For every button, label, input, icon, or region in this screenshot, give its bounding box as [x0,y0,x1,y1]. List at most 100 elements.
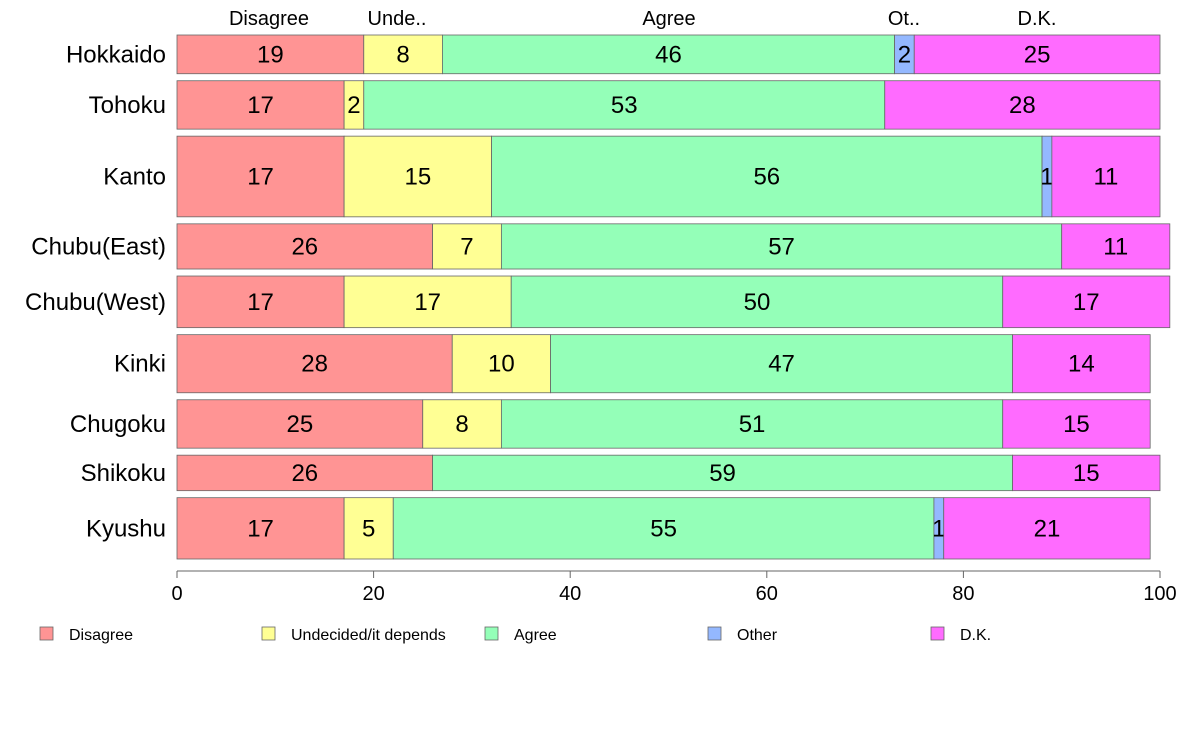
legend-item-other: Other [707,626,778,644]
bar-segment-disagree [176,399,424,449]
bar-segment-d-k [1002,275,1171,329]
data-label: 15 [1073,460,1100,487]
legend-item-undecided-it-depends: Undecided/it depends [261,626,446,644]
bar-segment-d-k [943,497,1151,560]
bar-segment-undecided-it-depends [343,275,512,329]
bar-segment-undecided-it-depends [451,334,551,394]
category-label: Shikoku [81,460,166,487]
bar-segment-d-k [1012,334,1151,394]
bar-segment-disagree [176,223,433,270]
data-label: 51 [739,411,766,438]
bar-segment-disagree [176,80,345,130]
bar-segment-agree [491,135,1043,218]
data-label: 14 [1068,351,1095,378]
bar-segment-disagree [176,497,345,560]
data-label: 26 [291,233,318,260]
x-tick-label: 40 [559,583,581,605]
category-label: Kanto [103,163,166,190]
legend-label: Disagree [69,627,133,644]
data-label: 25 [1024,41,1051,68]
data-label: 17 [414,289,441,316]
data-label: 8 [455,411,468,438]
bar-segment-undecided-it-depends [343,135,492,218]
legend-swatch [707,626,722,641]
category-label: Tohoku [89,92,166,119]
data-label: 10 [488,351,515,378]
x-tick-label: 0 [171,583,182,605]
bar-row-kinki: Kinki 28 10 47 14 [114,334,1151,394]
data-label: 47 [768,351,795,378]
bar-segment-agree [392,497,935,560]
category-label: Chugoku [70,411,166,438]
bar-segment-undecided-it-depends [422,399,502,449]
data-label: 15 [1063,411,1090,438]
legend-swatch [484,626,499,641]
bar-segment-disagree [176,34,365,75]
x-tick-label: 80 [952,583,974,605]
data-label: 7 [460,233,473,260]
bar-segment-agree [510,275,1004,329]
x-tick-label: 100 [1143,583,1176,605]
bar-segment-agree [442,34,895,75]
bar-segment-agree [432,454,1013,492]
bar-row-chugoku: Chugoku 25 8 51 15 [70,399,1151,449]
data-label: 21 [1034,515,1061,542]
data-label: 1 [1040,163,1053,190]
data-label: 28 [1009,92,1036,119]
data-label: 28 [301,351,328,378]
bar-segment-disagree [176,135,345,218]
data-label: 17 [247,163,274,190]
legend-swatch [930,626,945,641]
bar-row-kyushu: Kyushu 17 5 55 1 21 [86,497,1151,560]
bar-segment-disagree [176,275,345,329]
bar-segment-agree [500,399,1004,449]
x-axis: 0 20 40 60 80 100 [171,570,1177,605]
bar-row-kanto: Kanto 17 15 56 1 11 [103,135,1161,218]
data-label: 50 [744,289,771,316]
legend-label: Undecided/it depends [291,627,446,644]
legend-swatch [261,626,276,641]
bar-segment-d-k [1012,454,1161,492]
bar-segment-disagree [176,334,453,394]
category-label: Kyushu [86,515,166,542]
category-label: Hokkaido [66,41,166,68]
bar-segment-agree [550,334,1013,394]
column-header: Disagree [229,8,309,30]
bar-segment-undecided-it-depends [363,34,443,75]
bar-row-tohoku: Tohoku 17 2 53 28 [89,80,1161,130]
column-headers: Disagree Unde.. Agree Ot.. D.K. [229,8,1056,30]
data-label: 26 [291,460,318,487]
data-label: 5 [362,515,375,542]
data-label: 17 [247,92,274,119]
column-header: Agree [642,8,695,30]
data-label: 19 [257,41,284,68]
legend-item-d-k: D.K. [930,626,991,644]
column-header: Ot.. [888,8,920,30]
bar-row-chubu-east: Chubu(East) 26 7 57 11 [31,223,1171,270]
data-label: 15 [404,163,431,190]
data-label: 55 [650,515,677,542]
bar-segment-d-k [1002,399,1151,449]
column-header: Unde.. [368,8,427,30]
data-label: 25 [287,411,314,438]
data-label: 46 [655,41,682,68]
data-label: 59 [709,460,736,487]
data-label: 11 [1093,163,1118,190]
data-label: 1 [932,515,945,542]
data-label: 17 [247,515,274,542]
bar-segment-agree [363,80,886,130]
legend-swatch [39,626,54,641]
bar-segment-disagree [176,454,433,492]
legend-item-agree: Agree [484,626,557,644]
bar-row-chubu-west: Chubu(West) 17 17 50 17 [25,275,1171,329]
x-tick-label: 20 [362,583,384,605]
x-tick-label: 60 [756,583,778,605]
bar-segment-d-k [913,34,1161,75]
legend-label: D.K. [960,627,991,644]
data-label: 8 [396,41,409,68]
data-label: 53 [611,92,638,119]
data-label: 2 [347,92,360,119]
category-label: Kinki [114,351,166,378]
data-label: 17 [247,289,274,316]
